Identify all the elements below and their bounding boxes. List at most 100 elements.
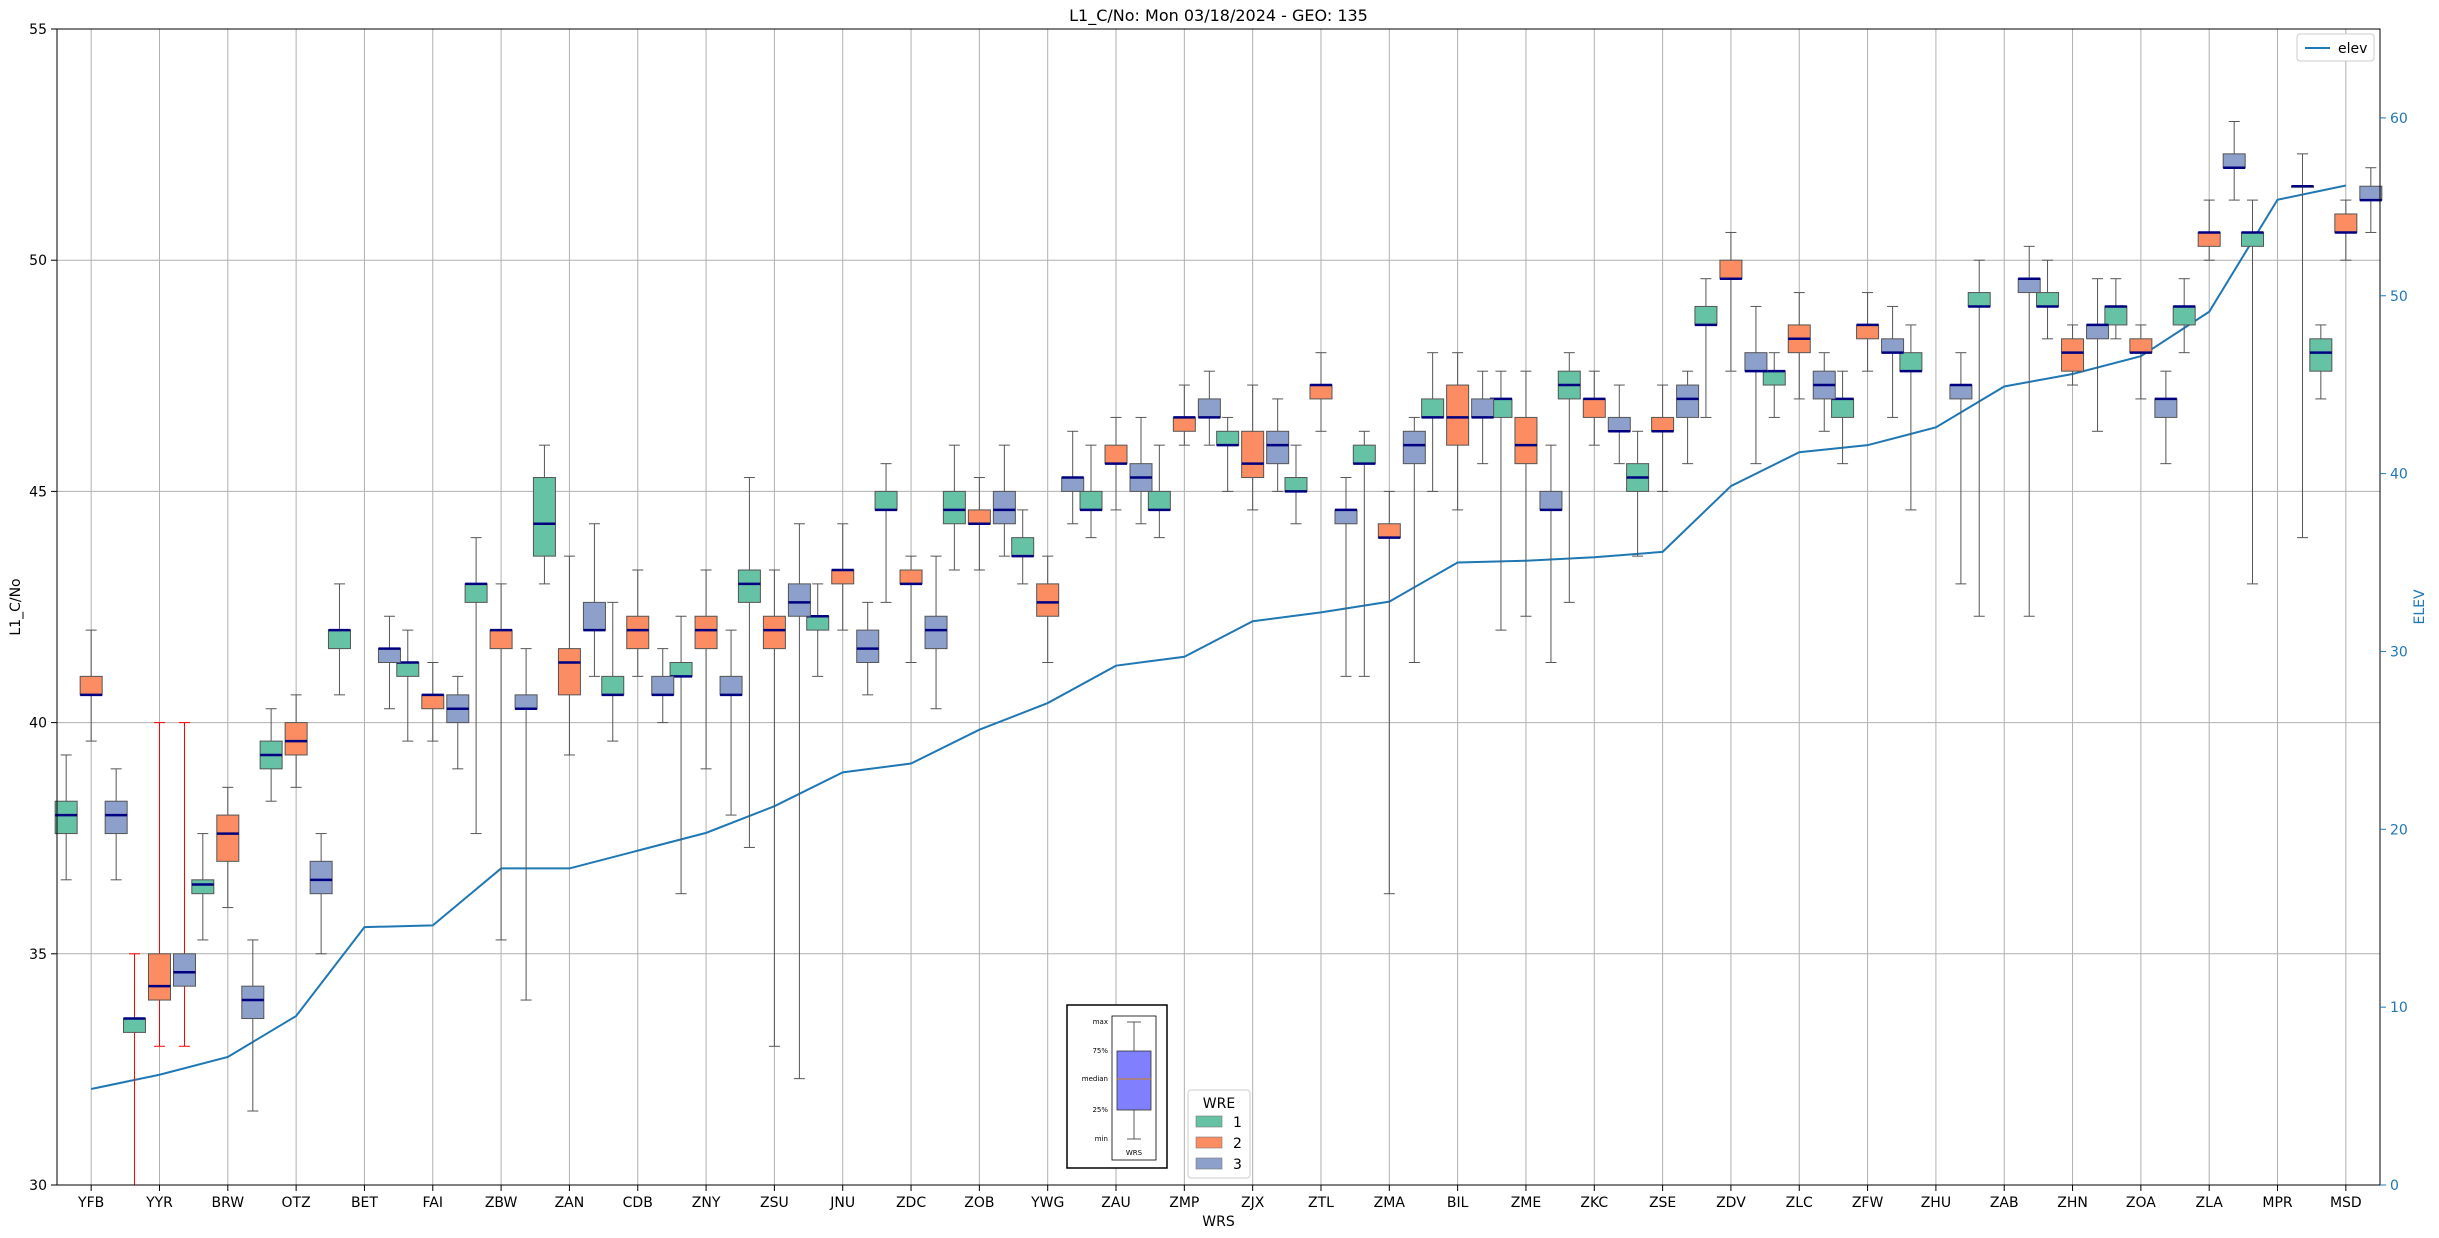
box-ZDV-wre-1 — [1694, 278, 1718, 418]
box-iqr — [1241, 430, 1265, 479]
box-iqr — [2104, 305, 2128, 326]
box-ZKC-wre-2 — [1582, 370, 1606, 446]
box-ZLA-wre-3 — [2222, 120, 2246, 201]
box-iqr — [582, 601, 606, 631]
x-tick-label: ZNY — [692, 1195, 721, 1211]
box-BET-wre-3 — [377, 615, 401, 710]
box-iqr — [1831, 398, 1855, 418]
x-tick-label: ZJX — [1241, 1195, 1265, 1211]
box-iqr — [669, 661, 693, 677]
y-right-tick-label: 30 — [2390, 644, 2408, 660]
x-tick-label: ZOB — [964, 1195, 994, 1211]
y-axis-right-title: ELEV — [2412, 589, 2428, 624]
legend-elev-frame — [2296, 33, 2375, 62]
box-ZAB-wre-1 — [1967, 259, 1991, 617]
box-CDB-wre-3 — [651, 648, 675, 724]
box-ZLA-wre-2 — [2197, 199, 2221, 261]
box-MSD-wre-3 — [2359, 167, 2383, 233]
box-ZHN-wre-1 — [2036, 259, 2060, 340]
box-iqr — [1967, 292, 1991, 307]
box-iqr — [1514, 416, 1538, 465]
box-ZME-wre-3 — [1539, 444, 1563, 663]
box-ZAN-wre-3 — [582, 523, 606, 677]
box-iqr — [421, 694, 445, 710]
box-iqr — [1881, 338, 1905, 354]
box-ZSE-wre-2 — [1651, 384, 1675, 492]
box-iqr — [241, 985, 265, 1020]
box-YYR-wre-2 — [147, 722, 171, 1047]
box-iqr — [1694, 305, 1718, 326]
box-iqr — [514, 694, 538, 710]
y-tick-label: 45 — [29, 484, 47, 500]
box-iqr — [309, 860, 333, 895]
box-ZME-wre-2 — [1514, 370, 1538, 617]
box-iqr — [992, 490, 1016, 525]
legend-wre-frame — [1187, 1089, 1251, 1179]
box-OTZ-wre-2 — [284, 694, 308, 788]
box-ZOB-wre-3 — [992, 444, 1016, 557]
legend-wre-label-2: 2 — [1233, 1136, 1242, 1152]
y-right-tick-label: 50 — [2390, 289, 2408, 305]
box-MSD-wre-2 — [2334, 199, 2358, 261]
x-tick-label: ZME — [1511, 1195, 1542, 1211]
inset-label: min — [1095, 1135, 1108, 1143]
box-iqr — [1079, 490, 1103, 511]
box-FAI-wre-3 — [446, 675, 470, 770]
box-YWG-wre-3 — [1061, 430, 1085, 525]
box-ZKC-wre-3 — [1607, 384, 1631, 465]
box-ZFW-wre-2 — [1856, 292, 1880, 372]
x-tick-label: ZLA — [2196, 1195, 2224, 1211]
box-iqr — [942, 490, 966, 525]
box-iqr — [1352, 444, 1376, 465]
box-ZOB-wre-1 — [942, 444, 966, 571]
box-ZAN-wre-1 — [532, 444, 556, 585]
box-iqr — [1284, 477, 1308, 492]
box-iqr — [2086, 324, 2110, 340]
legend-elev-label: elev — [2338, 41, 2367, 57]
box-iqr — [787, 583, 811, 617]
box-iqr — [1856, 324, 1880, 340]
box-iqr — [532, 477, 556, 557]
box-BRW-wre-3 — [241, 939, 265, 1112]
box-ZHN-wre-3 — [2086, 278, 2110, 432]
box-MPR-wre-1 — [2241, 199, 2265, 585]
y-right-tick-label: 60 — [2390, 111, 2408, 127]
y-right-tick-label: 0 — [2390, 1178, 2399, 1194]
box-iqr — [1744, 352, 1768, 372]
box-ZDC-wre-3 — [924, 555, 948, 710]
y-tick-label: 50 — [29, 253, 47, 269]
box-iqr — [1147, 490, 1171, 511]
box-iqr — [899, 569, 923, 585]
box-iqr — [1011, 537, 1035, 557]
box-JNU-wre-3 — [856, 601, 880, 696]
y-tick-label: 55 — [29, 22, 47, 38]
box-ZAU-wre-1 — [1079, 444, 1103, 539]
box-iqr — [1607, 416, 1631, 432]
box-iqr — [104, 800, 128, 835]
box-ZJX-wre-3 — [1266, 398, 1290, 492]
x-tick-label: BET — [351, 1195, 378, 1211]
box-BET-wre-1 — [327, 583, 351, 696]
box-ZTL-wre-3 — [1334, 477, 1358, 677]
box-YFB-wre-1 — [54, 754, 78, 881]
elev-line-layer — [90, 184, 2347, 1090]
box-ZOA-wre-2 — [2129, 324, 2153, 400]
inset-label: 75% — [1092, 1047, 1108, 1055]
box-iqr — [489, 629, 513, 650]
legend-wre-label-1: 1 — [1233, 1115, 1242, 1131]
box-iqr — [1197, 398, 1221, 418]
x-tick-label: ZTL — [1308, 1195, 1334, 1211]
box-iqr — [1651, 416, 1675, 432]
x-tick-label: ZMA — [1374, 1195, 1406, 1211]
x-tick-label: YYR — [145, 1195, 173, 1211]
box-ZBW-wre-2 — [489, 583, 513, 941]
box-iqr — [1676, 384, 1700, 418]
x-tick-label: YWG — [1030, 1195, 1064, 1211]
box-iqr — [191, 879, 215, 895]
box-MSD-wre-1 — [2309, 324, 2333, 400]
box-iqr — [737, 569, 761, 603]
box-iqr — [1421, 398, 1445, 418]
box-ZMP-wre-1 — [1147, 444, 1171, 539]
box-ZMP-wre-2 — [1172, 384, 1196, 446]
